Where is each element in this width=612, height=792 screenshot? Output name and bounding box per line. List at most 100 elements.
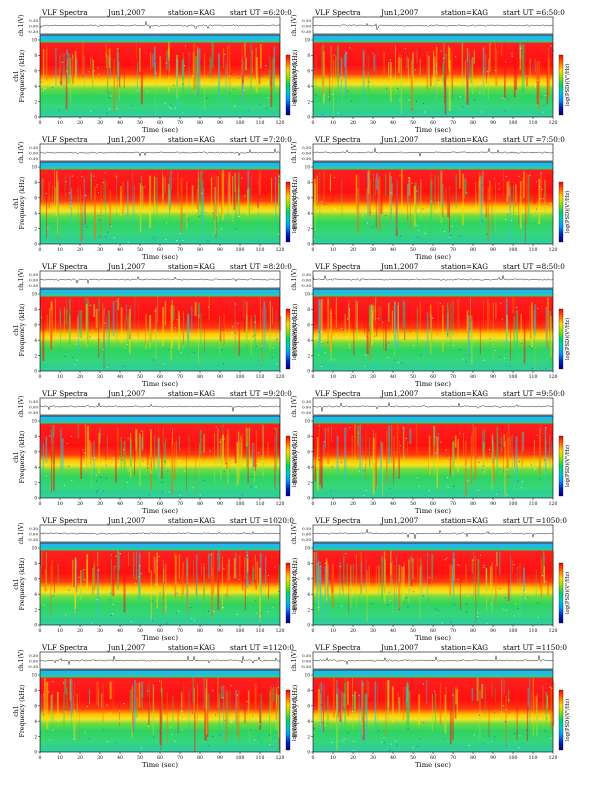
spectrogram-streak	[513, 185, 515, 236]
spectrogram-speckle	[84, 732, 86, 734]
spectrogram-streak	[164, 301, 167, 326]
spectrogram-speckle	[521, 194, 523, 196]
time-tick-label: 70	[177, 628, 183, 634]
spectrogram-speckle	[165, 62, 167, 64]
spectrogram-speckle	[96, 491, 98, 493]
spectrogram-speckle	[466, 172, 468, 174]
spectrogram-speckle	[389, 716, 390, 718]
spectrogram-streak	[341, 180, 343, 220]
spectrogram-streak	[158, 427, 159, 444]
spectrogram-streak	[375, 565, 377, 598]
spectrogram-streak	[96, 681, 99, 705]
time-tick-label: 70	[177, 247, 183, 253]
spectrogram-top-band	[40, 543, 280, 548]
spectrogram-streak	[86, 298, 89, 354]
spectrogram-streak	[533, 187, 536, 205]
panel-start-time: start UT =9:20:0	[230, 389, 292, 398]
spectrogram-streak	[549, 684, 551, 708]
spectrogram-speckle	[68, 465, 70, 467]
spectrogram-speckle	[63, 682, 65, 684]
spectrogram-streak	[406, 442, 408, 456]
spectrogram-streak	[477, 559, 480, 598]
spectrogram-streak	[212, 550, 215, 594]
waveform-axis-label: ch.1(V)	[291, 142, 298, 164]
spectrogram-streak	[518, 171, 519, 225]
spectrogram-speckle	[167, 470, 169, 472]
spectrogram-speckle	[506, 469, 508, 471]
panel-date: Jun1,2007	[107, 135, 146, 144]
spectrogram-speckle	[405, 48, 406, 50]
spectrogram-speckle	[418, 485, 420, 487]
spectrogram-speckle	[517, 480, 519, 482]
spectrogram-speckle	[467, 480, 469, 482]
spectrogram-streak	[92, 553, 93, 596]
time-tick-label: 10	[330, 501, 336, 507]
spectrogram-speckle	[340, 566, 341, 568]
spectrogram-streak	[232, 176, 234, 222]
freq-tick-label: 0	[34, 369, 37, 374]
spectrogram-speckle	[322, 114, 323, 116]
spectrogram-streak	[215, 175, 217, 206]
spectrogram-streak	[373, 305, 375, 319]
spectrogram-streak	[365, 558, 367, 593]
spectrogram-speckle	[79, 337, 81, 339]
spectrogram-streak	[240, 436, 242, 469]
spectrogram-streak	[336, 435, 339, 476]
colorbar	[285, 435, 291, 497]
spectrogram-speckle	[319, 177, 321, 179]
spectrogram-streak	[268, 558, 269, 600]
spectrogram-speckle	[353, 740, 355, 742]
spectrogram-speckle	[337, 112, 339, 114]
spectrogram-speckle	[153, 237, 155, 239]
spectrogram-streak	[228, 172, 231, 211]
spectrogram-speckle	[86, 226, 88, 228]
spectrogram-streak	[258, 180, 259, 235]
spectrogram-streak	[383, 309, 385, 326]
spectrogram-speckle	[324, 204, 326, 205]
spectrogram-streak	[316, 175, 318, 203]
spectrogram-streak	[496, 427, 498, 479]
spectrogram-streak	[235, 689, 238, 726]
freq-tick-label: 4	[34, 719, 37, 724]
spectrogram-streak	[95, 308, 98, 329]
spectrogram-speckle	[181, 707, 183, 709]
spectrogram-streak	[74, 51, 77, 85]
spectrogram-speckle	[103, 729, 105, 731]
spectrogram-streak	[419, 59, 421, 76]
spectrogram-speckle	[238, 216, 240, 217]
spectrogram-speckle	[138, 576, 140, 578]
spectrogram-streak	[76, 568, 78, 593]
spectrogram-streak	[393, 434, 394, 486]
spectrogram-streak	[506, 431, 508, 485]
time-tick-label: 80	[197, 501, 203, 507]
spectrogram-streak	[419, 567, 421, 619]
spectrogram-streak	[344, 427, 347, 483]
spectrogram-streak	[194, 697, 196, 752]
spectrogram-speckle	[435, 452, 437, 454]
spectrogram-streak	[398, 697, 401, 715]
spectrogram-streak	[180, 691, 183, 716]
spectra-panel: VLF Spectra Jun1,2007 station=KAG start UT …	[13, 262, 298, 388]
spectrogram-speckle	[76, 359, 78, 361]
spectrogram-streak	[271, 688, 274, 711]
waveform-trace	[312, 275, 553, 282]
waveform-tick-label: -0.30	[301, 664, 312, 669]
spectrogram-streak	[106, 435, 108, 456]
spectrogram-speckle	[460, 96, 461, 98]
time-tick-label: 50	[410, 247, 416, 253]
time-tick-label: 30	[97, 247, 103, 253]
spectrogram	[312, 161, 554, 245]
spectrogram-streak	[42, 48, 45, 92]
spectrogram-streak	[503, 434, 505, 447]
waveform-axis-label: ch.1(V)	[18, 269, 25, 291]
spectrogram-streak	[50, 310, 52, 350]
freq-tick-label: 10	[305, 165, 311, 170]
spectrogram-streak	[218, 425, 220, 447]
colorbar-label: log(PSD)(V²/Hz)	[564, 191, 571, 233]
spectrogram-streak	[489, 566, 492, 589]
spectrogram-streak	[156, 552, 158, 609]
spectrogram-streak	[442, 61, 444, 83]
spectrogram-speckle	[333, 194, 335, 196]
time-tick-label: 0	[312, 628, 315, 634]
spectrogram-streak	[227, 691, 229, 737]
